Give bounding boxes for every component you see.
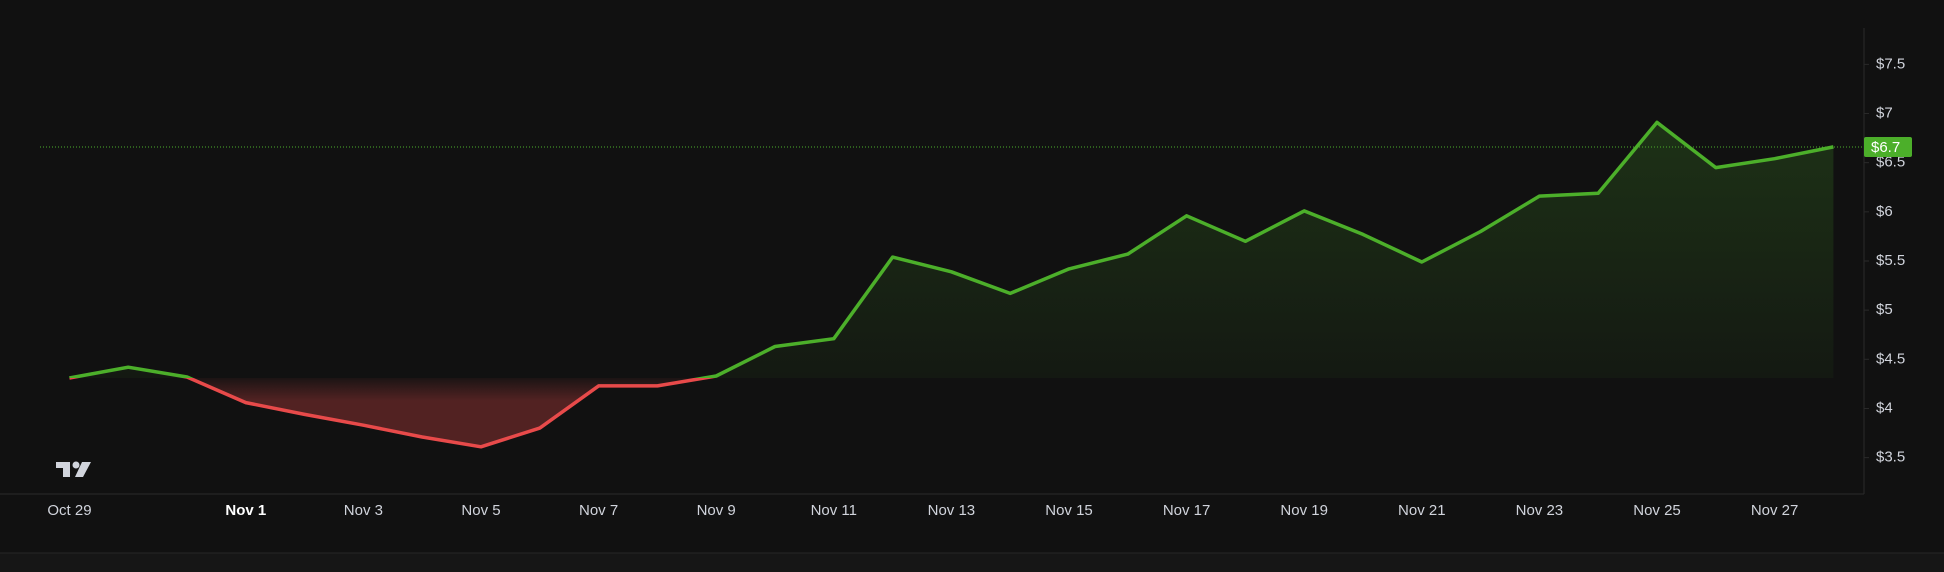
y-tick-label: $5.5: [1876, 252, 1905, 269]
last-price-label: $6.7: [1871, 139, 1900, 156]
tradingview-logo: [56, 461, 91, 477]
y-tick-label: $3.5: [1876, 449, 1905, 466]
x-tick-label: Nov 7: [579, 502, 618, 519]
price-line: [69, 120, 1834, 449]
y-tick-label: $7: [1876, 104, 1893, 121]
y-tick-label: $7.5: [1876, 55, 1905, 72]
x-tick-label: Nov 21: [1398, 502, 1446, 519]
x-tick-label: Nov 1: [225, 502, 266, 519]
x-tick-label: Nov 27: [1751, 502, 1799, 519]
x-tick-label: Oct 29: [47, 502, 91, 519]
x-tick-label: Nov 11: [811, 502, 857, 519]
x-tick-label: Nov 19: [1280, 502, 1328, 519]
baseline-area: [69, 122, 1834, 447]
x-tick-label: Nov 15: [1045, 502, 1093, 519]
x-tick-label: Nov 9: [697, 502, 736, 519]
y-tick-label: $4.5: [1876, 350, 1905, 367]
y-tick-label: $6: [1876, 203, 1893, 220]
y-tick-label: $5: [1876, 301, 1893, 318]
last-price-box: [1864, 136, 1912, 157]
x-tick-label: Nov 25: [1633, 502, 1681, 519]
y-tick-label: $4: [1876, 399, 1893, 416]
bottom-bar: [0, 553, 1944, 572]
x-tick-label: Nov 5: [461, 502, 500, 519]
x-tick-label: Nov 3: [344, 502, 383, 519]
x-tick-label: Nov 17: [1163, 502, 1211, 519]
x-tick-label: Nov 23: [1516, 502, 1564, 519]
y-tick-label: $6.5: [1876, 154, 1905, 171]
x-tick-label: Nov 13: [928, 502, 976, 519]
